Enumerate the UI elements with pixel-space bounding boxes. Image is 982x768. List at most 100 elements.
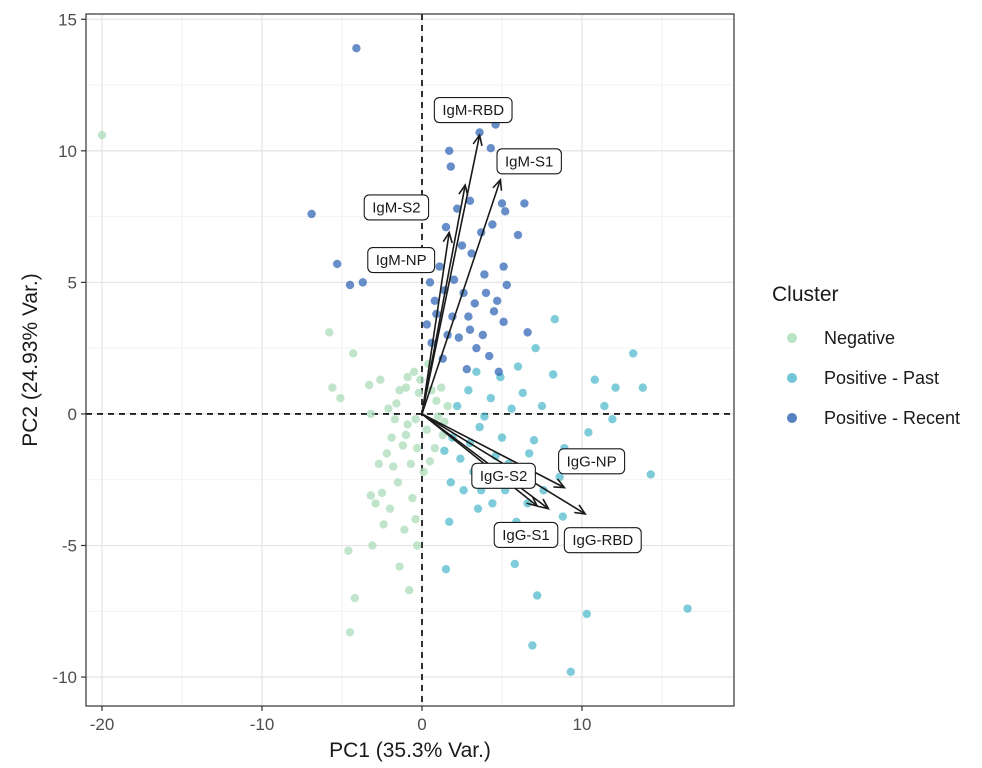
data-point bbox=[475, 128, 484, 137]
data-point bbox=[494, 367, 503, 377]
data-point bbox=[537, 401, 547, 411]
data-point bbox=[456, 454, 465, 463]
data-point bbox=[379, 520, 388, 529]
loading-label-text: IgG-NP bbox=[567, 453, 617, 470]
data-point bbox=[584, 428, 593, 437]
data-point bbox=[525, 449, 534, 458]
data-point bbox=[413, 541, 422, 550]
grid-lines bbox=[86, 14, 734, 706]
loading-label-box bbox=[363, 194, 430, 221]
loading-arrow-shaft bbox=[421, 134, 481, 415]
data-point bbox=[411, 514, 420, 524]
x-axis-title: PC1 (35.3% Var.) bbox=[329, 739, 491, 762]
data-point bbox=[401, 383, 411, 392]
data-point bbox=[558, 512, 567, 521]
data-point bbox=[395, 386, 404, 395]
data-point bbox=[405, 586, 414, 595]
data-point bbox=[481, 288, 491, 298]
data-point bbox=[475, 422, 484, 432]
data-point bbox=[446, 162, 455, 171]
legend-entry: Negative bbox=[787, 328, 895, 348]
data-point bbox=[350, 593, 359, 603]
data-point bbox=[422, 425, 431, 434]
data-point bbox=[638, 383, 647, 392]
data-point bbox=[430, 296, 439, 305]
data-point bbox=[333, 259, 342, 269]
y-tick-label: 15 bbox=[58, 10, 77, 29]
legend-entry: Positive - Recent bbox=[787, 408, 960, 428]
loading-label-text: IgG-S1 bbox=[502, 527, 550, 544]
data-point bbox=[307, 209, 316, 219]
data-point bbox=[393, 478, 403, 487]
data-point bbox=[365, 380, 374, 390]
loading-label-text: IgM-S2 bbox=[372, 199, 420, 216]
data-point bbox=[497, 433, 507, 442]
data-point bbox=[425, 457, 435, 466]
loading-label-box bbox=[563, 527, 642, 554]
loading-arrow-shaft bbox=[421, 413, 565, 489]
data-point bbox=[465, 196, 475, 206]
data-point bbox=[358, 278, 367, 287]
data-point bbox=[392, 399, 401, 408]
x-tick-label: 10 bbox=[573, 715, 592, 734]
data-point bbox=[501, 207, 510, 216]
loading-label-box bbox=[558, 448, 626, 475]
data-point bbox=[435, 262, 444, 271]
loading-label: IgG-NP bbox=[558, 448, 626, 475]
legend-swatch bbox=[787, 373, 797, 383]
data-point bbox=[395, 562, 404, 571]
data-point bbox=[489, 307, 499, 316]
data-point bbox=[518, 388, 527, 398]
data-point bbox=[488, 499, 497, 508]
data-point bbox=[433, 412, 443, 421]
data-point bbox=[389, 462, 398, 471]
data-point bbox=[611, 383, 620, 392]
data-point bbox=[443, 401, 452, 411]
data-point bbox=[430, 443, 439, 453]
data-point bbox=[499, 317, 508, 327]
loading-label-box bbox=[493, 521, 559, 549]
data-point bbox=[406, 459, 415, 469]
y-axis-title: PC2 (24.93% Var.) bbox=[19, 273, 42, 447]
data-point bbox=[441, 564, 451, 574]
loading-arrow-head bbox=[458, 183, 469, 196]
data-point bbox=[550, 315, 559, 324]
data-point bbox=[349, 349, 358, 358]
loading-label-text: IgM-NP bbox=[376, 252, 427, 269]
legend-title: Cluster bbox=[772, 283, 839, 306]
y-tick-label: -10 bbox=[52, 668, 77, 687]
data-point bbox=[409, 367, 419, 377]
loading-label: IgM-RBD bbox=[433, 96, 513, 124]
data-point bbox=[413, 443, 422, 453]
data-point bbox=[97, 130, 107, 140]
y-tick-label: 10 bbox=[58, 142, 77, 161]
data-point bbox=[416, 375, 425, 384]
loading-arrow-head bbox=[472, 133, 483, 146]
data-point bbox=[459, 486, 468, 495]
data-point bbox=[528, 641, 537, 650]
data-point bbox=[457, 241, 467, 250]
x-axis-ticks: -20 -10 0 10 bbox=[90, 706, 592, 734]
loading-label-text: IgG-S2 bbox=[480, 468, 528, 485]
data-point bbox=[325, 328, 334, 337]
loading-label-text: IgM-S1 bbox=[505, 153, 553, 170]
data-point bbox=[499, 262, 508, 271]
legend-entry: Positive - Past bbox=[787, 368, 939, 388]
loading-arrow-head bbox=[537, 498, 550, 510]
loading-arrow-shaft bbox=[421, 413, 549, 510]
y-tick-label: -5 bbox=[62, 536, 77, 555]
legend-label: Positive - Recent bbox=[824, 408, 960, 428]
data-point bbox=[401, 430, 411, 440]
loading-arrow-shaft bbox=[421, 184, 466, 415]
data-point bbox=[374, 459, 383, 469]
data-point bbox=[480, 412, 489, 421]
data-point bbox=[464, 312, 473, 321]
data-point bbox=[403, 372, 412, 382]
loading-label: IgM-S2 bbox=[363, 194, 430, 221]
legend-swatch bbox=[787, 413, 797, 423]
data-point bbox=[488, 220, 497, 229]
data-point bbox=[566, 667, 575, 676]
data-point bbox=[425, 278, 435, 287]
